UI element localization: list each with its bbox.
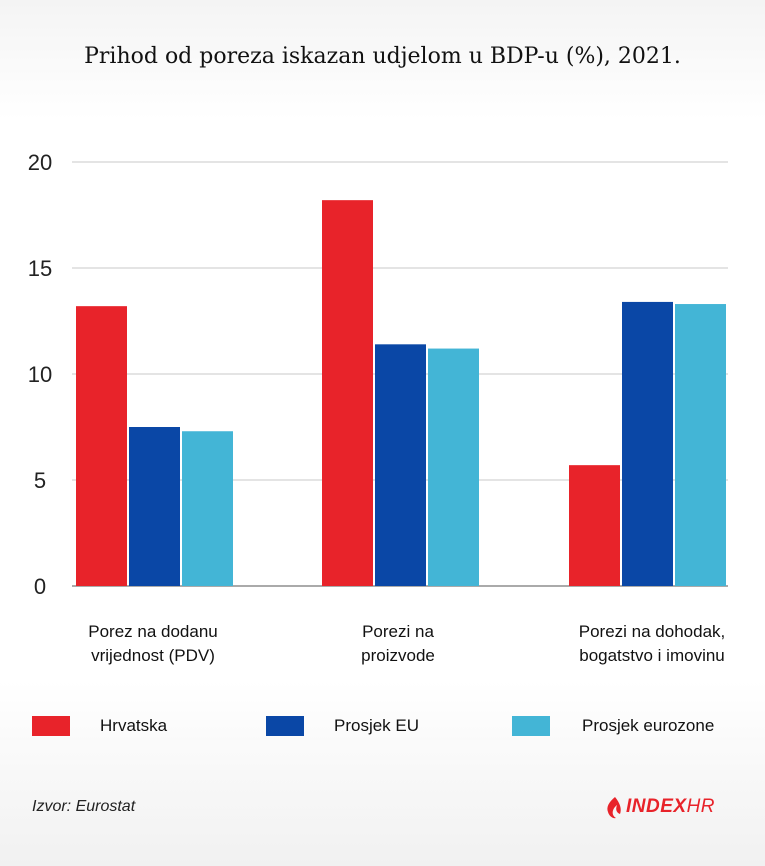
bar-prosjek-eu-0 [129, 427, 180, 586]
chart-title: Prihod od poreza iskazan udjelom u BDP-u… [84, 44, 681, 69]
logo-wordmark: INDEXHR [626, 796, 715, 818]
category-label-dohodak: Porezi na dohodak, bogatstvo i imovinu [578, 622, 726, 665]
bar-prosjek-eurozone-1 [428, 348, 479, 586]
bar-hrvatska-1 [322, 200, 373, 586]
bar-hrvatska-2 [569, 465, 620, 586]
y-tick-label: 5 [34, 468, 46, 493]
category-label-proizvodi: Porezi na proizvode [361, 622, 435, 665]
bar-hrvatska-0 [76, 306, 127, 586]
flame-icon [607, 797, 621, 819]
legend-swatch-hrvatska [32, 716, 70, 736]
legend-label-prosjek-eurozone: Prosjek eurozone [582, 716, 715, 735]
bar-prosjek-eu-2 [622, 301, 673, 586]
bar-prosjek-eu-1 [375, 344, 426, 586]
y-tick-label: 20 [28, 150, 52, 175]
legend-swatch-prosjek-eurozone [512, 716, 550, 736]
legend-label-hrvatska: Hrvatska [100, 716, 168, 735]
logo-text-main: INDEX [626, 796, 687, 817]
bar-prosjek-eurozone-2 [675, 304, 726, 586]
bar-prosjek-eurozone-0 [182, 431, 233, 586]
logo-text-suffix: HR [686, 796, 716, 817]
legend-label-prosjek-eu: Prosjek EU [334, 716, 420, 735]
category-label-pdv: Porez na dodanu vrijednost (PDV) [88, 622, 218, 665]
y-tick-label: 10 [28, 362, 52, 387]
source-note: Izvor: Eurostat [32, 798, 136, 815]
y-tick-label: 15 [28, 256, 52, 281]
legend-swatch-prosjek-eu [266, 716, 304, 736]
y-tick-label: 0 [34, 574, 46, 599]
